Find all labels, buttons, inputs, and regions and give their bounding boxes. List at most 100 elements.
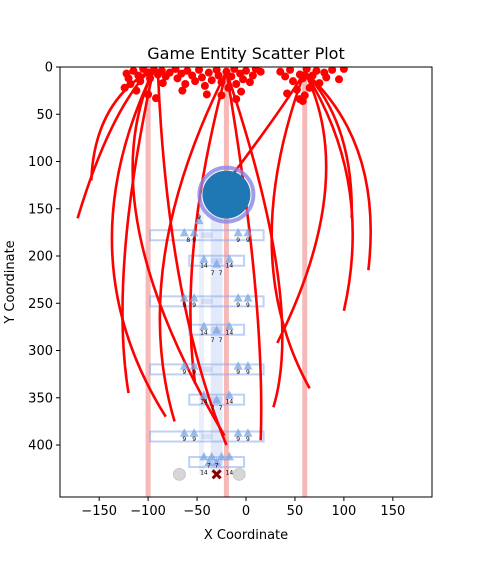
red-point	[339, 67, 348, 73]
blue-triangle	[179, 361, 189, 370]
gray-point	[232, 467, 246, 481]
tentacle-curve	[303, 70, 372, 271]
y-tick-label: 150	[28, 202, 53, 217]
red-point	[245, 78, 254, 87]
number-label: 14	[200, 262, 208, 269]
blue-cross-core	[200, 433, 213, 440]
number-label: 14	[200, 329, 208, 336]
red-point	[178, 86, 187, 95]
blue-cross-horizontal	[188, 393, 246, 406]
red-point	[171, 67, 180, 73]
blue-triangle	[243, 428, 253, 437]
red-point	[132, 86, 141, 95]
red-point	[157, 67, 166, 75]
blue-triangle	[243, 361, 253, 370]
number-label: 14	[226, 329, 234, 336]
blue-cross-core	[200, 366, 213, 373]
red-point	[181, 80, 190, 89]
tentacle-curve	[189, 71, 228, 384]
blue-triangle	[189, 227, 199, 237]
red-point	[237, 87, 246, 96]
number-label: 9	[197, 214, 201, 221]
number-label: 14	[226, 262, 234, 269]
red-point	[283, 89, 292, 98]
blue-cross-core	[200, 232, 213, 239]
blue-triangle	[194, 215, 204, 225]
red-point	[120, 83, 129, 92]
x-tick-label: 150	[380, 504, 405, 519]
tentacle-curve	[303, 71, 354, 312]
x-tick-label: −100	[130, 504, 166, 519]
red-point	[204, 68, 213, 77]
blue-triangle	[199, 254, 209, 263]
number-label: 9	[182, 302, 186, 309]
red-point	[214, 71, 223, 80]
blue-triangle	[212, 395, 222, 404]
blue-cross-horizontal	[149, 295, 265, 308]
red-point	[322, 73, 331, 82]
y-tick-label: 0	[45, 61, 53, 76]
blue-triangle	[199, 321, 209, 330]
y-tick-label: 50	[36, 108, 53, 123]
tentacle-curve	[156, 71, 228, 446]
y-tick-label: 400	[28, 439, 53, 454]
red-point	[302, 67, 311, 73]
number-label: 7	[211, 270, 215, 277]
red-point	[165, 68, 174, 77]
x-axis-label: X Coordinate	[204, 528, 288, 543]
blue-triangle	[233, 361, 243, 370]
blue-triangle	[179, 293, 189, 302]
blue-triangle	[224, 321, 234, 330]
chart-title: Game Entity Scatter Plot	[147, 44, 344, 63]
red-point	[136, 77, 145, 86]
red-point	[288, 77, 297, 86]
gray-point	[172, 467, 186, 481]
y-tick-label: 300	[28, 344, 53, 359]
number-label: 7	[211, 405, 215, 412]
blue-cross-horizontal	[188, 456, 246, 469]
red-point	[200, 81, 209, 90]
red-point	[292, 85, 301, 94]
blue-triangle	[224, 254, 234, 263]
red-point	[298, 97, 307, 106]
blue-triangle	[233, 428, 243, 437]
tentacle-curve	[131, 71, 226, 437]
number-label: 9	[182, 369, 186, 376]
red-point	[315, 79, 324, 88]
red-point	[242, 67, 250, 75]
blue-vertical-column	[210, 208, 223, 474]
blue-cross-horizontal	[149, 229, 265, 242]
blue-triangle	[243, 293, 253, 302]
y-tick-label: 350	[28, 391, 53, 406]
red-point	[197, 73, 206, 82]
blue-triangle	[212, 325, 222, 334]
y-tick-label: 250	[28, 297, 53, 312]
number-label: 9	[246, 302, 250, 309]
red-point	[281, 72, 290, 81]
number-label: 9	[236, 302, 240, 309]
blue-triangle	[243, 227, 253, 237]
tentacle-curve	[225, 71, 284, 408]
blue-triangle	[189, 361, 199, 370]
number-label: 9	[246, 237, 250, 244]
red-point	[191, 77, 200, 86]
tentacle-curve	[225, 71, 263, 441]
x-tick-label: 100	[331, 504, 356, 519]
dark-red-x-marker	[211, 469, 222, 480]
number-label: 7	[211, 337, 215, 344]
number-label: 7	[215, 463, 219, 470]
axes-layer: −150 −100 −50 0 50 100 150 0 50 100 150 200 250 300 35…	[28, 61, 433, 519]
number-label: 9	[236, 237, 240, 244]
red-point	[202, 90, 211, 99]
big-blue-circle	[202, 170, 251, 219]
number-label: 9	[182, 436, 186, 443]
number-label: 9	[236, 369, 240, 376]
red-point	[144, 90, 153, 99]
red-point	[239, 75, 248, 84]
blue-triangle	[207, 451, 217, 461]
red-point	[328, 67, 337, 74]
number-label: 8	[186, 237, 190, 244]
vertical-band	[145, 67, 151, 497]
red-point	[224, 83, 233, 92]
